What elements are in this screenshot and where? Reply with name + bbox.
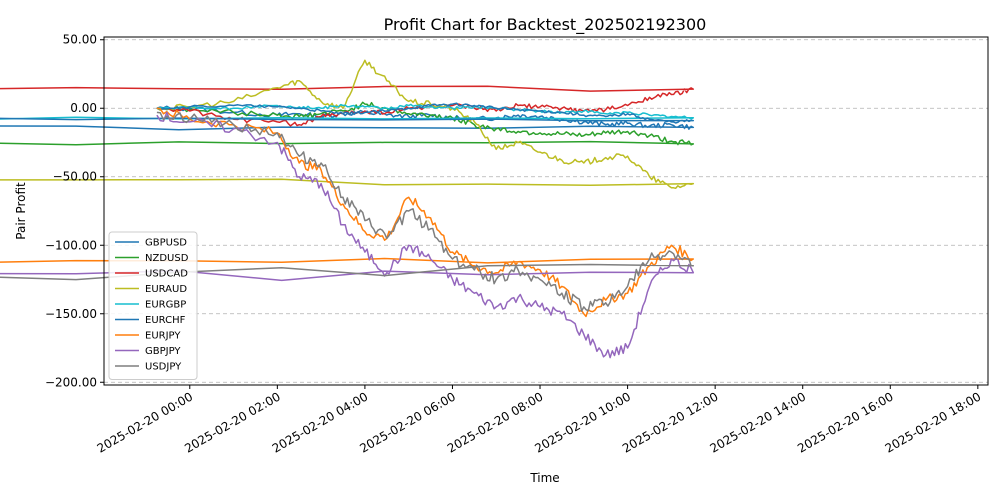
series-line-usdjpy	[0, 111, 695, 312]
x-tick-label: 2025-02-20 10:00	[532, 389, 633, 455]
x-axis-label: Time	[529, 471, 559, 485]
y-tick-label: −100.00	[45, 238, 97, 252]
y-tick-label: 0.00	[70, 101, 97, 115]
x-tick-label: 2025-02-20 02:00	[182, 389, 283, 455]
series-line-eurchf	[0, 102, 695, 124]
x-tick-label: 2025-02-20 06:00	[357, 389, 458, 455]
x-tick-label: 2025-02-20 08:00	[445, 389, 546, 455]
legend: GBPUSD NZDUSD USDCAD EURAUD EURGBP EURCHF EURJ…	[108, 231, 198, 380]
series-line-nzdusd	[0, 101, 695, 146]
y-tick-label: −200.00	[45, 375, 97, 389]
x-tick-label: 2025-02-20 04:00	[270, 389, 371, 455]
x-tick-label: 2025-02-20 14:00	[708, 389, 809, 455]
series-line-eurgbp	[0, 103, 695, 120]
series-line-gbpjpy	[0, 111, 695, 359]
y-tick-label: 50.00	[63, 33, 97, 47]
series-lines	[0, 59, 695, 359]
x-tick-label: 2025-02-20 12:00	[620, 389, 721, 455]
x-tick-label: 2025-02-20 00:00	[95, 389, 196, 455]
series-line-eurjpy	[0, 107, 695, 318]
y-axis-label: Pair Profit	[14, 182, 28, 240]
plot-frame	[103, 36, 989, 386]
y-axis-ticks: 50.00 0.00 −50.00 −100.00 −150.00 −200.00	[45, 33, 104, 389]
legend-label: EURCHF	[145, 315, 186, 326]
x-tick-label: 2025-02-20 18:00	[883, 389, 984, 455]
legend-label: EURJPY	[145, 331, 181, 342]
legend-label: USDJPY	[145, 362, 182, 373]
x-tick-label: 2025-02-20 16:00	[795, 389, 896, 455]
grid	[104, 39, 988, 383]
legend-label: GBPJPY	[145, 346, 181, 357]
legend-label: GBPUSD	[145, 238, 187, 249]
legend-label: NZDUSD	[145, 253, 189, 264]
chart-title: Profit Chart for Backtest_202502192300	[384, 15, 707, 35]
y-tick-label: −50.00	[53, 170, 97, 184]
legend-label: USDCAD	[145, 269, 188, 280]
y-tick-label: −150.00	[45, 307, 97, 321]
legend-label: EURGBP	[145, 300, 186, 311]
legend-label: EURAUD	[145, 284, 187, 295]
legend-box	[108, 231, 198, 380]
